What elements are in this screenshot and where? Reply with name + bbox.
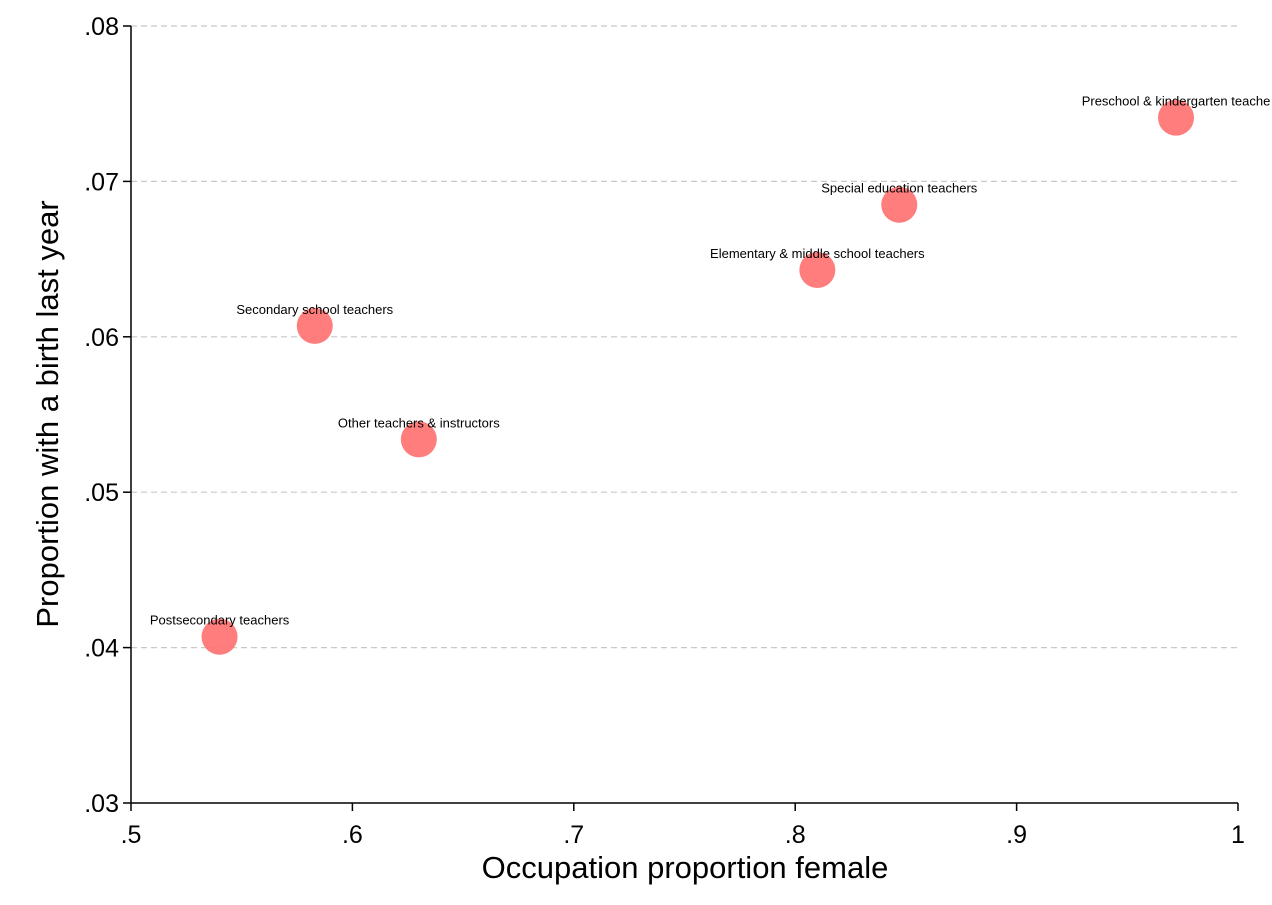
data-point-label: Special education teachers [821,181,978,196]
data-point [881,186,918,223]
y-tick-label: .04 [84,635,119,663]
data-point [799,251,836,288]
x-tick-label: 1 [1231,821,1245,849]
y-tick-label: .07 [84,168,119,196]
x-tick-label: .8 [785,821,806,849]
y-tick-label: .06 [84,324,119,352]
data-point [1158,99,1195,136]
data-point [201,618,238,655]
data-point-label: Postsecondary teachers [150,613,290,628]
x-tick-label: .7 [563,821,584,849]
y-axis-label: Proportion with a birth last year [30,200,65,627]
data-point-label: Preschool & kindergarten teache [1082,94,1271,109]
y-tick-label: .03 [84,790,119,818]
axes: .03 .04 .05 .06 .07 .08 .5 .6 .7 .8 .9 1 [84,13,1245,849]
data-point-label: Other teachers & instructors [338,415,500,430]
data-points: Postsecondary teachers Secondary school t… [150,94,1270,655]
x-tick-label: .9 [1006,821,1027,849]
gridlines [131,25,1238,649]
data-point [296,307,333,344]
y-tick-label: .05 [84,479,119,507]
data-point-label: Elementary & middle school teachers [710,246,925,261]
y-tick-label: .08 [84,13,119,41]
x-axis-label: Occupation proportion female [482,850,889,885]
data-point [400,421,437,458]
x-tick-label: .5 [121,821,142,849]
x-tick-label: .6 [342,821,363,849]
data-point-label: Secondary school teachers [236,302,393,317]
